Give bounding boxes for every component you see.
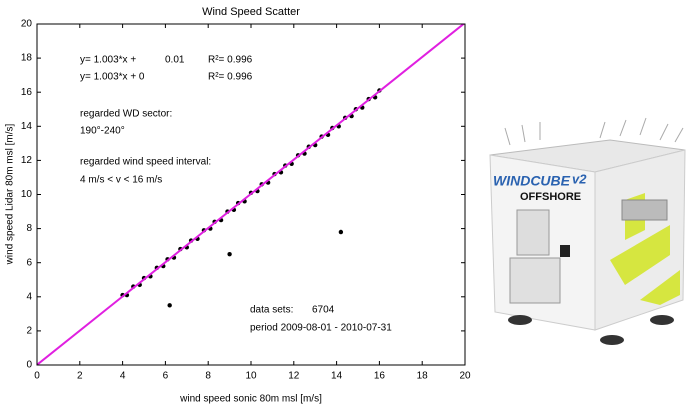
annotation: regarded wind speed interval:: [80, 157, 211, 168]
annotation: 6704: [312, 305, 335, 316]
x-tick-label: 6: [163, 371, 169, 382]
spikes: [504, 117, 684, 146]
chart-title: Wind Speed Scatter: [202, 6, 300, 18]
stripe: [610, 225, 670, 285]
y-tick-label: 4: [26, 291, 32, 302]
x-tick-label: 2: [77, 371, 83, 382]
x-tick-label: 18: [417, 371, 429, 382]
x-tick-label: 8: [205, 371, 211, 382]
foot: [508, 315, 532, 325]
handle: [621, 199, 668, 221]
x-tick-label: 10: [245, 371, 257, 382]
device-side: [594, 149, 686, 331]
annotations: y= 1.003*x + 0.01 R²= 0.996 y= 1.003*x +…: [80, 55, 392, 334]
x-tick-label: 16: [374, 371, 386, 382]
annotation: 4 m/s < v < 16 m/s: [80, 175, 162, 186]
device-label: OFFSHORE: [520, 191, 581, 203]
x-tick-label: 0: [34, 371, 40, 382]
y-tick-label: 14: [21, 121, 33, 132]
annotation: R²= 0.996: [208, 72, 253, 83]
stripe: [640, 270, 680, 305]
fit-line: [37, 24, 465, 365]
y-tick-label: 8: [26, 223, 32, 234]
annotation: regarded WD sector:: [80, 109, 172, 120]
model: v2: [572, 171, 587, 186]
annotation: data sets:: [250, 305, 293, 316]
brand: WINDCUBE: [493, 173, 571, 189]
annotation: 190°-240°: [80, 126, 125, 137]
annotation: period 2009-08-01 - 2010-07-31: [250, 323, 392, 334]
y-tick-label: 2: [26, 326, 32, 337]
y-tick-label: 12: [21, 155, 33, 166]
annotation: R²= 0.996: [208, 55, 253, 66]
x-tick-label: 12: [288, 371, 300, 382]
foot: [600, 335, 624, 345]
hatch: [509, 257, 561, 304]
point: [338, 229, 344, 235]
x-tick-label: 20: [459, 371, 471, 382]
x-tick-label: 4: [120, 371, 126, 382]
annotation: y= 1.003*x + 0: [80, 72, 145, 83]
y-tick-label: 6: [26, 257, 32, 268]
annotation: 0.01: [165, 55, 185, 66]
point: [167, 303, 172, 308]
plot-area: [37, 24, 465, 365]
y-tick-label: 10: [21, 189, 33, 200]
connector: [560, 245, 570, 257]
foot: [650, 315, 674, 325]
annotation: y= 1.003*x +: [80, 55, 136, 66]
vent: [516, 209, 550, 256]
y-tick-label: 20: [21, 19, 33, 30]
y-tick-label: 0: [26, 360, 32, 371]
device-photo: WINDCUBE v2 OFFSHORE: [489, 117, 686, 345]
y-tick-label: 16: [21, 87, 33, 98]
x-tick-label: 14: [331, 371, 343, 382]
point: [227, 251, 232, 257]
y-tick-label: 18: [21, 53, 33, 64]
x-axis-label: wind speed sonic 80m msl [m/s]: [179, 394, 322, 405]
y-axis-label: wind speed Lidar 80m msl [m/s]: [5, 123, 16, 265]
